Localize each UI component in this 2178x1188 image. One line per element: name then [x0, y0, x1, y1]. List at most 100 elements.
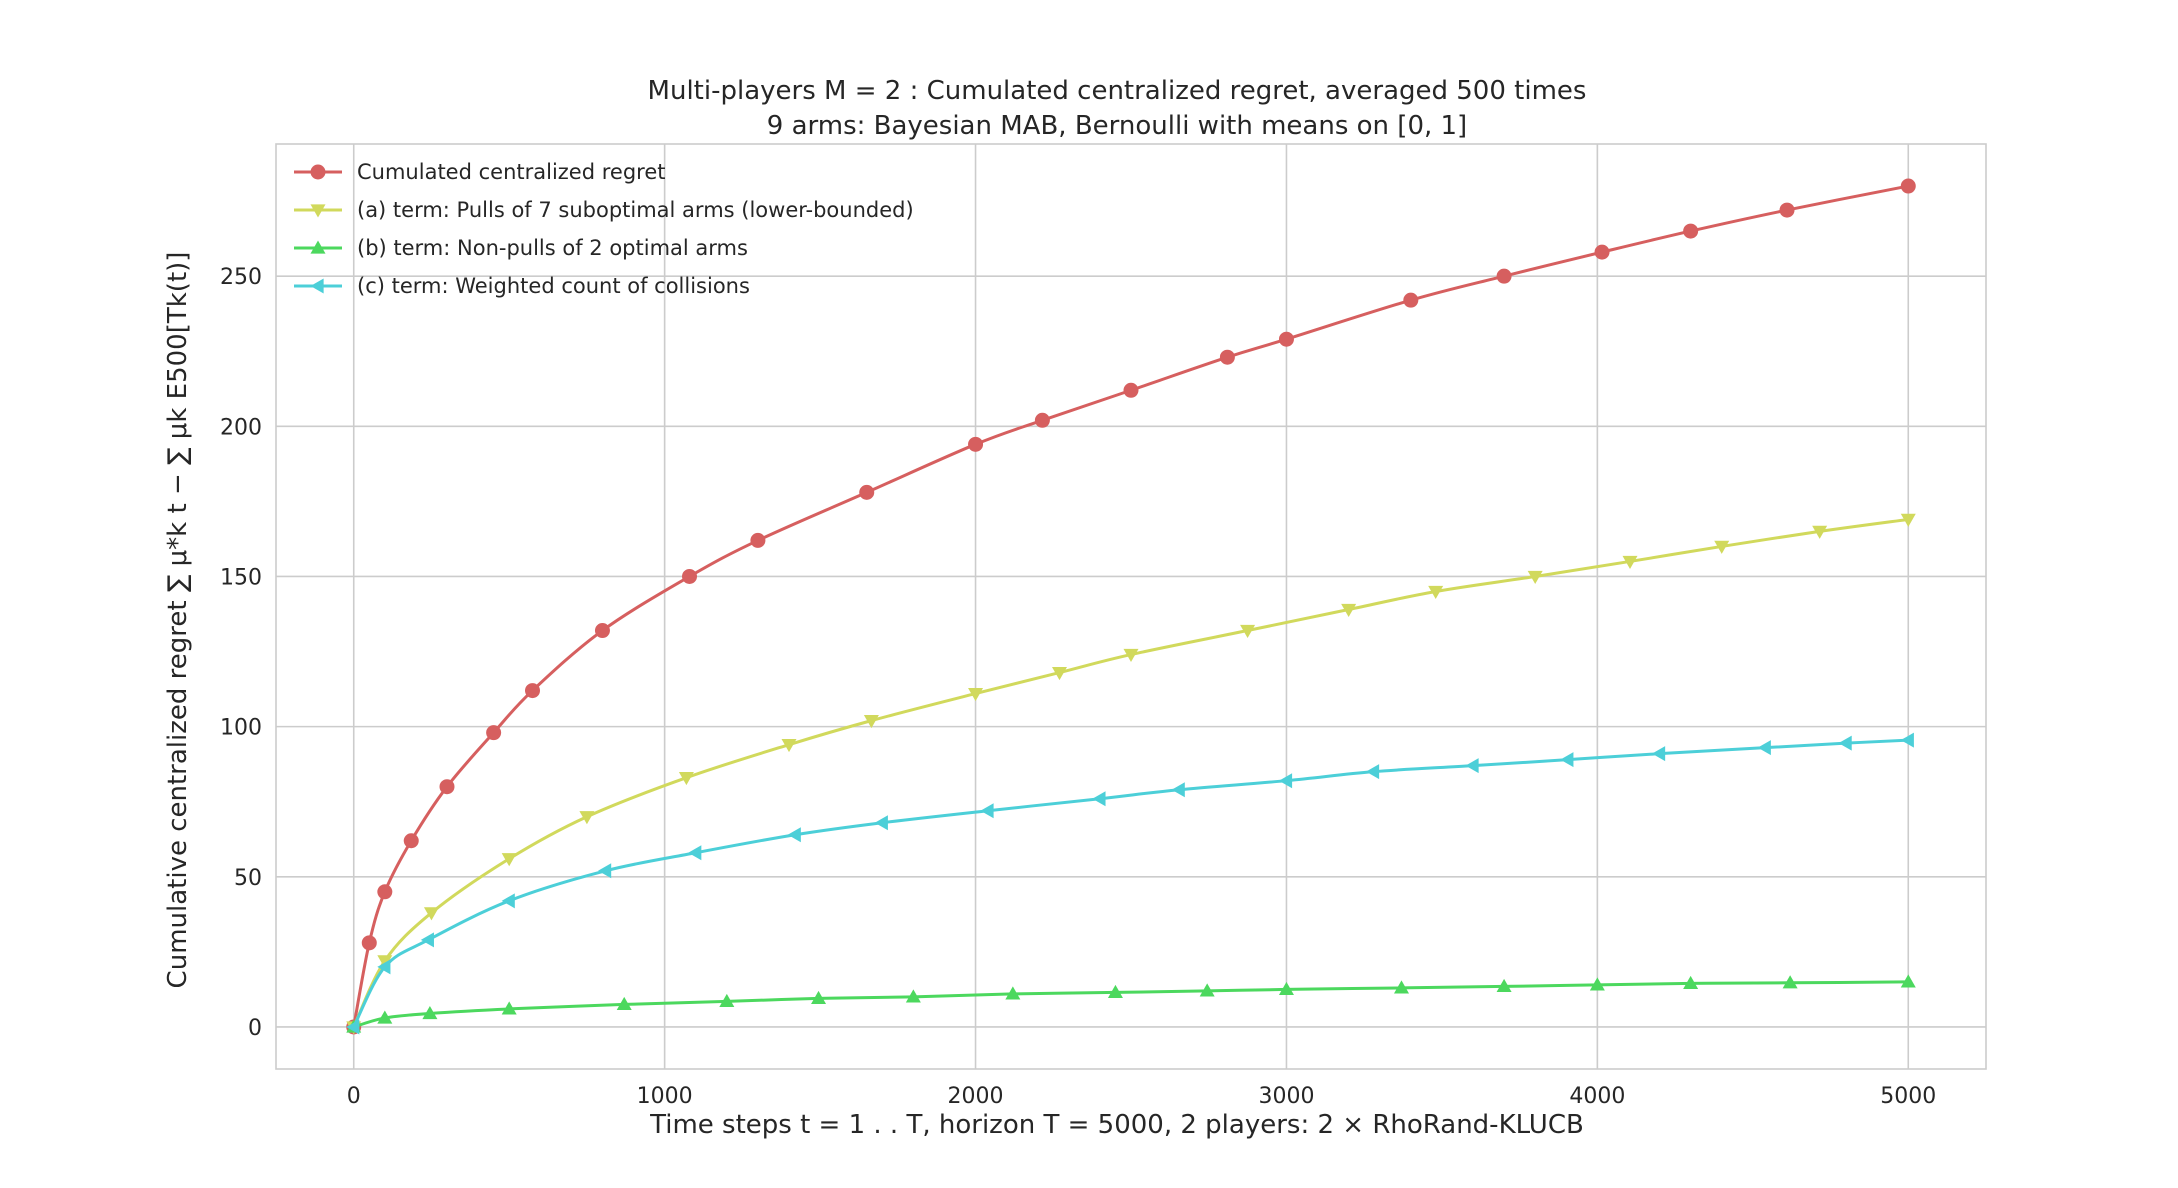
data-point	[1034, 412, 1050, 428]
legend-marker	[310, 240, 326, 254]
legend-marker	[310, 278, 324, 294]
data-point	[1171, 782, 1185, 798]
data-point	[1900, 732, 1914, 748]
data-point	[1219, 349, 1235, 365]
x-tick-label: 4000	[1569, 1084, 1625, 1109]
x-axis-label: Time steps t = 1 . . T, horizon T = 5000…	[649, 1110, 1584, 1140]
legend: Cumulated centralized regret (a) term: Pu…	[294, 160, 914, 298]
data-point	[678, 772, 694, 786]
legend-entry: (b) term: Non-pulls of 2 optimal arms	[294, 236, 748, 260]
data-point	[377, 959, 391, 975]
data-point	[594, 623, 610, 639]
data-point	[968, 687, 984, 702]
legend-marker	[310, 204, 326, 218]
data-point	[1622, 555, 1638, 569]
data-point	[1465, 758, 1479, 774]
data-point	[1683, 975, 1699, 990]
data-point	[1051, 666, 1067, 681]
data-point	[616, 996, 632, 1011]
data-point	[1199, 983, 1215, 997]
data-point	[377, 884, 393, 900]
data-point	[1782, 975, 1798, 989]
data-point	[377, 955, 393, 969]
data-point	[1560, 752, 1574, 768]
x-tick-label: 2000	[948, 1084, 1004, 1109]
data-point	[501, 1001, 517, 1015]
x-tick-label: 0	[347, 1084, 361, 1109]
data-point	[719, 993, 735, 1008]
y-tick-label: 200	[220, 415, 262, 440]
data-point	[980, 803, 994, 819]
series-line	[353, 980, 1909, 1029]
data-point	[346, 1019, 360, 1035]
data-point	[1092, 791, 1106, 807]
data-point	[968, 436, 984, 452]
data-point	[1812, 525, 1828, 539]
data-point	[420, 932, 434, 948]
data-point	[579, 811, 595, 825]
data-point	[688, 845, 702, 861]
chart-title: Multi-players M = 2 : Cumulated centrali…	[648, 76, 1587, 106]
data-point	[525, 683, 540, 699]
legend-entry: (c) term: Weighted count of collisions	[294, 274, 750, 298]
legend-entry: (a) term: Pulls of 7 suboptimal arms (lo…	[294, 198, 914, 222]
chart-subtitle: 9 arms: Bayesian MAB, Bernoulli with mea…	[767, 111, 1467, 141]
data-point	[1652, 746, 1666, 762]
series-3	[346, 974, 1916, 1033]
legend-entry: Cumulated centralized regret	[294, 160, 665, 184]
data-point	[1527, 570, 1543, 584]
data-point	[682, 568, 698, 584]
y-tick-label: 50	[234, 866, 262, 891]
data-point	[1341, 603, 1357, 618]
data-point	[1496, 978, 1512, 993]
grid-lines	[276, 144, 1986, 1069]
x-tick-label: 1000	[637, 1084, 693, 1109]
y-tick-label: 250	[220, 265, 262, 290]
data-point	[859, 484, 875, 500]
data-point	[1714, 540, 1730, 554]
data-point	[1900, 178, 1916, 194]
x-tick-label: 5000	[1880, 1084, 1936, 1109]
data-point	[1005, 986, 1021, 1000]
data-point	[874, 815, 888, 831]
x-tick-label: 3000	[1258, 1084, 1314, 1109]
data-point	[1779, 202, 1795, 218]
data-point	[1403, 292, 1419, 308]
data-point	[1496, 268, 1512, 284]
data-point	[486, 725, 502, 741]
data-point	[1366, 764, 1380, 780]
legend-label: Cumulated centralized regret	[357, 160, 665, 184]
data-point	[811, 990, 827, 1005]
data-point	[598, 863, 612, 879]
series-line	[352, 517, 1909, 1028]
y-tick-label: 150	[220, 565, 262, 590]
series-layer	[346, 178, 1916, 1035]
data-point	[1683, 223, 1699, 239]
series-line	[352, 184, 1909, 1028]
data-point	[787, 827, 801, 843]
legend-label: (a) term: Pulls of 7 suboptimal arms (lo…	[357, 198, 914, 222]
series-1	[346, 178, 1916, 1035]
data-point	[1278, 773, 1293, 789]
data-point	[1589, 977, 1605, 991]
data-point	[1393, 980, 1409, 994]
data-point	[1838, 735, 1852, 751]
data-point	[1900, 974, 1916, 988]
data-point	[1240, 624, 1256, 639]
data-point	[1278, 981, 1294, 996]
data-point	[361, 935, 377, 951]
data-point	[1123, 648, 1139, 663]
y-tick-label: 100	[220, 716, 262, 741]
data-point	[423, 907, 439, 921]
data-point	[781, 739, 797, 753]
data-point	[501, 893, 515, 909]
plot-frame	[275, 143, 1987, 1070]
data-point	[1594, 244, 1610, 260]
data-point	[863, 714, 879, 729]
legend-label: (b) term: Non-pulls of 2 optimal arms	[357, 236, 748, 260]
data-point	[1107, 984, 1123, 999]
data-point	[439, 779, 455, 795]
data-point	[422, 1005, 438, 1020]
data-point	[750, 532, 766, 548]
